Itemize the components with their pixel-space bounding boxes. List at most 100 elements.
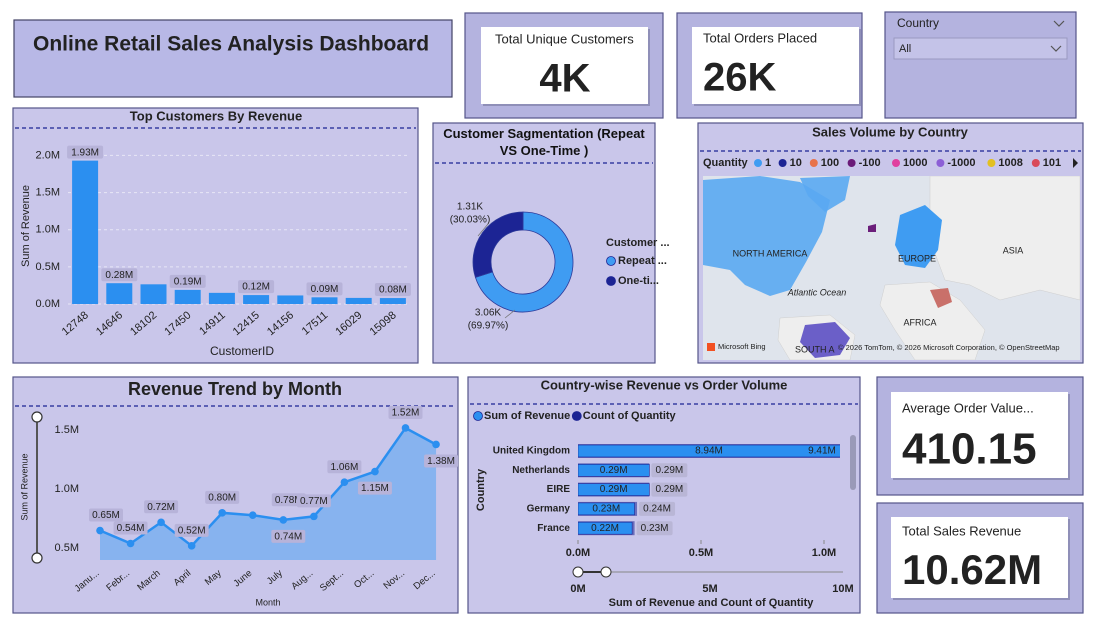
label-box: [296, 494, 331, 508]
bar: [578, 463, 650, 477]
data-label: 0.19M: [174, 277, 202, 288]
point: [157, 518, 165, 527]
region: [800, 322, 850, 358]
data-label: 0.28M: [105, 270, 133, 281]
plot: 8.94M 9.41M 0.29M 0.29M 0.23M 0.22M: [578, 444, 840, 536]
bar: [578, 521, 633, 535]
label-box: [306, 282, 343, 296]
data-label: 0.54M: [117, 523, 145, 534]
point: [248, 511, 257, 520]
legend-marker: [847, 159, 856, 167]
map-title: Sales Volume by Country: [812, 124, 969, 139]
percent-label: (69.97%): [468, 321, 509, 332]
data-label: 1.52M: [392, 408, 420, 419]
map-label: EUROPE: [898, 253, 936, 263]
y-axis-title: Sum of Revenue: [19, 453, 29, 520]
data-label: 1.06M: [331, 462, 359, 473]
point: [340, 478, 349, 486]
legend-label: One-ti...: [618, 275, 659, 287]
slicer-value: All: [899, 43, 911, 55]
card-label: Average Order Value...: [902, 400, 1034, 415]
y-tick-label: Germany: [527, 504, 571, 515]
legend-label: -1000: [947, 157, 975, 169]
data-label: 0.24M: [643, 504, 671, 515]
map-label: ASIA: [1003, 245, 1024, 255]
legend-marker: [936, 159, 945, 167]
donut-slice: [474, 211, 574, 313]
bar: [578, 502, 635, 516]
legend-marker: [987, 159, 996, 167]
card: [692, 27, 859, 104]
card-label: Total Orders Placed: [703, 30, 817, 45]
donut-slice: [472, 211, 524, 278]
map-label: SOUTH A: [795, 344, 835, 354]
bar: [578, 483, 650, 496]
label-box: [67, 145, 104, 159]
map-attribution: © 2026 TomTom, © 2026 Microsoft Corporat…: [838, 343, 1060, 352]
point: [279, 516, 288, 524]
card-value: 4K: [539, 57, 590, 101]
legend-title: Quantity: [703, 157, 748, 169]
title-box: [13, 19, 453, 98]
label-box: [271, 529, 306, 543]
legend-label: 1000: [903, 157, 927, 169]
card-value: 410.15: [902, 425, 1037, 474]
data-label: 8.94M: [695, 446, 723, 457]
data-label: 1.15M: [361, 483, 389, 494]
x-axis-title: Month: [255, 597, 280, 607]
percent-label: (30.03%): [450, 215, 491, 226]
bar: [578, 444, 840, 458]
y-tick-label: Netherlands: [512, 465, 570, 476]
data-label: 0.29M: [600, 484, 628, 495]
card-value: 10.62M: [902, 546, 1042, 593]
y-tick-label: France: [537, 523, 570, 534]
legend-label: 10: [790, 157, 802, 169]
legend-marker: [754, 159, 762, 167]
label-box: [388, 405, 423, 419]
y-tick-label: 1.0M: [55, 483, 79, 495]
bar: [106, 283, 133, 304]
land: [879, 281, 986, 360]
data-label: 0.78M: [275, 495, 303, 506]
region: [868, 224, 876, 232]
data-label: 1.38M: [427, 456, 455, 467]
legend-marker: [606, 256, 616, 266]
bar: [72, 160, 99, 304]
point: [187, 542, 196, 550]
scrollbar: [850, 435, 856, 490]
y-tick-label: 0.5M: [36, 261, 60, 273]
leader-line: [477, 223, 489, 237]
legend-label: 101: [1043, 157, 1061, 169]
label-box: [651, 482, 688, 497]
bar: [311, 297, 338, 304]
y-tick-label: 0.5M: [55, 542, 79, 554]
label-box: [357, 481, 392, 495]
y-axis-title: Country: [475, 468, 487, 511]
legend-label: Repeat ...: [618, 255, 667, 267]
point: [218, 509, 226, 517]
bar: [277, 295, 304, 304]
chart-title: Customer Sagmentation (Repeat VS One-Tim…: [443, 126, 645, 158]
legend-label: 1: [765, 157, 771, 169]
card-value: 26K: [703, 56, 776, 100]
y-tick-label: 1.5M: [36, 186, 60, 198]
bar: [208, 292, 235, 304]
bar: [174, 289, 201, 304]
data-label: 0.29M: [600, 465, 628, 476]
map-area: NORTH AMERICA EUROPE ASIA Atlantic Ocean AFR…: [703, 176, 1080, 360]
label-box: [174, 523, 209, 537]
data-label: 0.29M: [655, 465, 683, 476]
y-axis-title: Sum of Revenue: [20, 185, 32, 267]
y-tick-label: United Kingdom: [493, 446, 570, 457]
data-label: 3.06K: [475, 308, 501, 319]
y-tick-label: 1.0M: [36, 224, 60, 236]
chart-title: Country-wise Revenue vs Order Volume: [541, 377, 788, 392]
data-label: 0.23M: [641, 523, 669, 534]
data-label: 0.72M: [147, 502, 175, 513]
legend-title: Customer ...: [606, 237, 670, 249]
x-axis-title: CustomerID: [210, 344, 274, 358]
x-axis-title: Sum of Revenue and Count of Quantity: [609, 597, 815, 609]
range-handle: [572, 566, 584, 578]
label-box: [636, 521, 673, 536]
